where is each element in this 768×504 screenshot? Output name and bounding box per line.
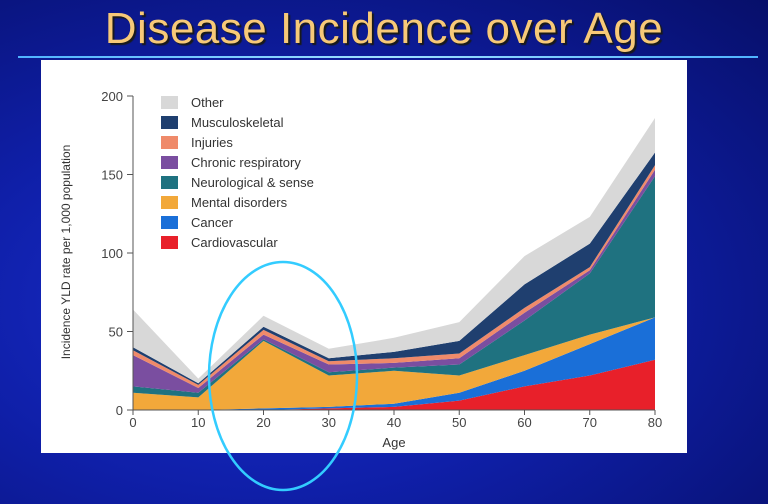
area-chronic-respiratory [133,169,655,393]
legend-label: Chronic respiratory [191,155,301,170]
legend-label: Neurological & sense [191,175,314,190]
x-tick-label: 80 [648,415,662,430]
x-tick-label: 10 [191,415,205,430]
x-tick-label: 50 [452,415,466,430]
area-neurological-sense [133,176,655,398]
y-tick-label: 100 [101,246,123,261]
legend-label: Musculoskeletal [191,115,284,130]
y-tick-label: 50 [109,325,123,340]
y-tick-label: 0 [116,403,123,418]
area-cancer [133,317,655,410]
area-other [133,118,655,384]
area-injuries [133,165,655,388]
area-cardiovascular [133,359,655,410]
y-tick-label: 150 [101,168,123,183]
x-tick-label: 70 [583,415,597,430]
x-tick-label: 30 [322,415,336,430]
area-mental-disorders [133,317,655,410]
legend-label: Mental disorders [191,195,288,210]
x-tick-label: 40 [387,415,401,430]
legend-swatch [161,156,178,169]
x-axis-label: Age [382,435,405,450]
x-tick-label: 20 [256,415,270,430]
legend-label: Cardiovascular [191,235,278,250]
legend-swatch [161,176,178,189]
area-series-group [133,118,655,410]
legend-label: Other [191,95,224,110]
slide-title: Disease Incidence over Age [104,4,664,53]
y-tick-label: 200 [101,89,123,104]
legend-swatch [161,116,178,129]
legend-swatch [161,216,178,229]
legend-swatch [161,136,178,149]
legend-label: Cancer [191,215,234,230]
y-ticks: 0 50 100 150 200 [101,89,133,418]
x-tick-label: 60 [517,415,531,430]
chart-legend: Other Musculoskeletal Injuries Chronic resp… [161,95,314,250]
legend-label: Injuries [191,135,233,150]
title-underline [18,56,758,58]
legend-swatch [161,196,178,209]
y-axis-label: Incidence YLD rate per 1,000 population [59,145,73,360]
highlight-ellipse [207,260,359,492]
x-ticks: 0 10 20 30 40 50 60 70 80 [129,410,662,430]
legend-swatch [161,96,178,109]
legend-swatch [161,236,178,249]
x-tick-label: 0 [129,415,136,430]
